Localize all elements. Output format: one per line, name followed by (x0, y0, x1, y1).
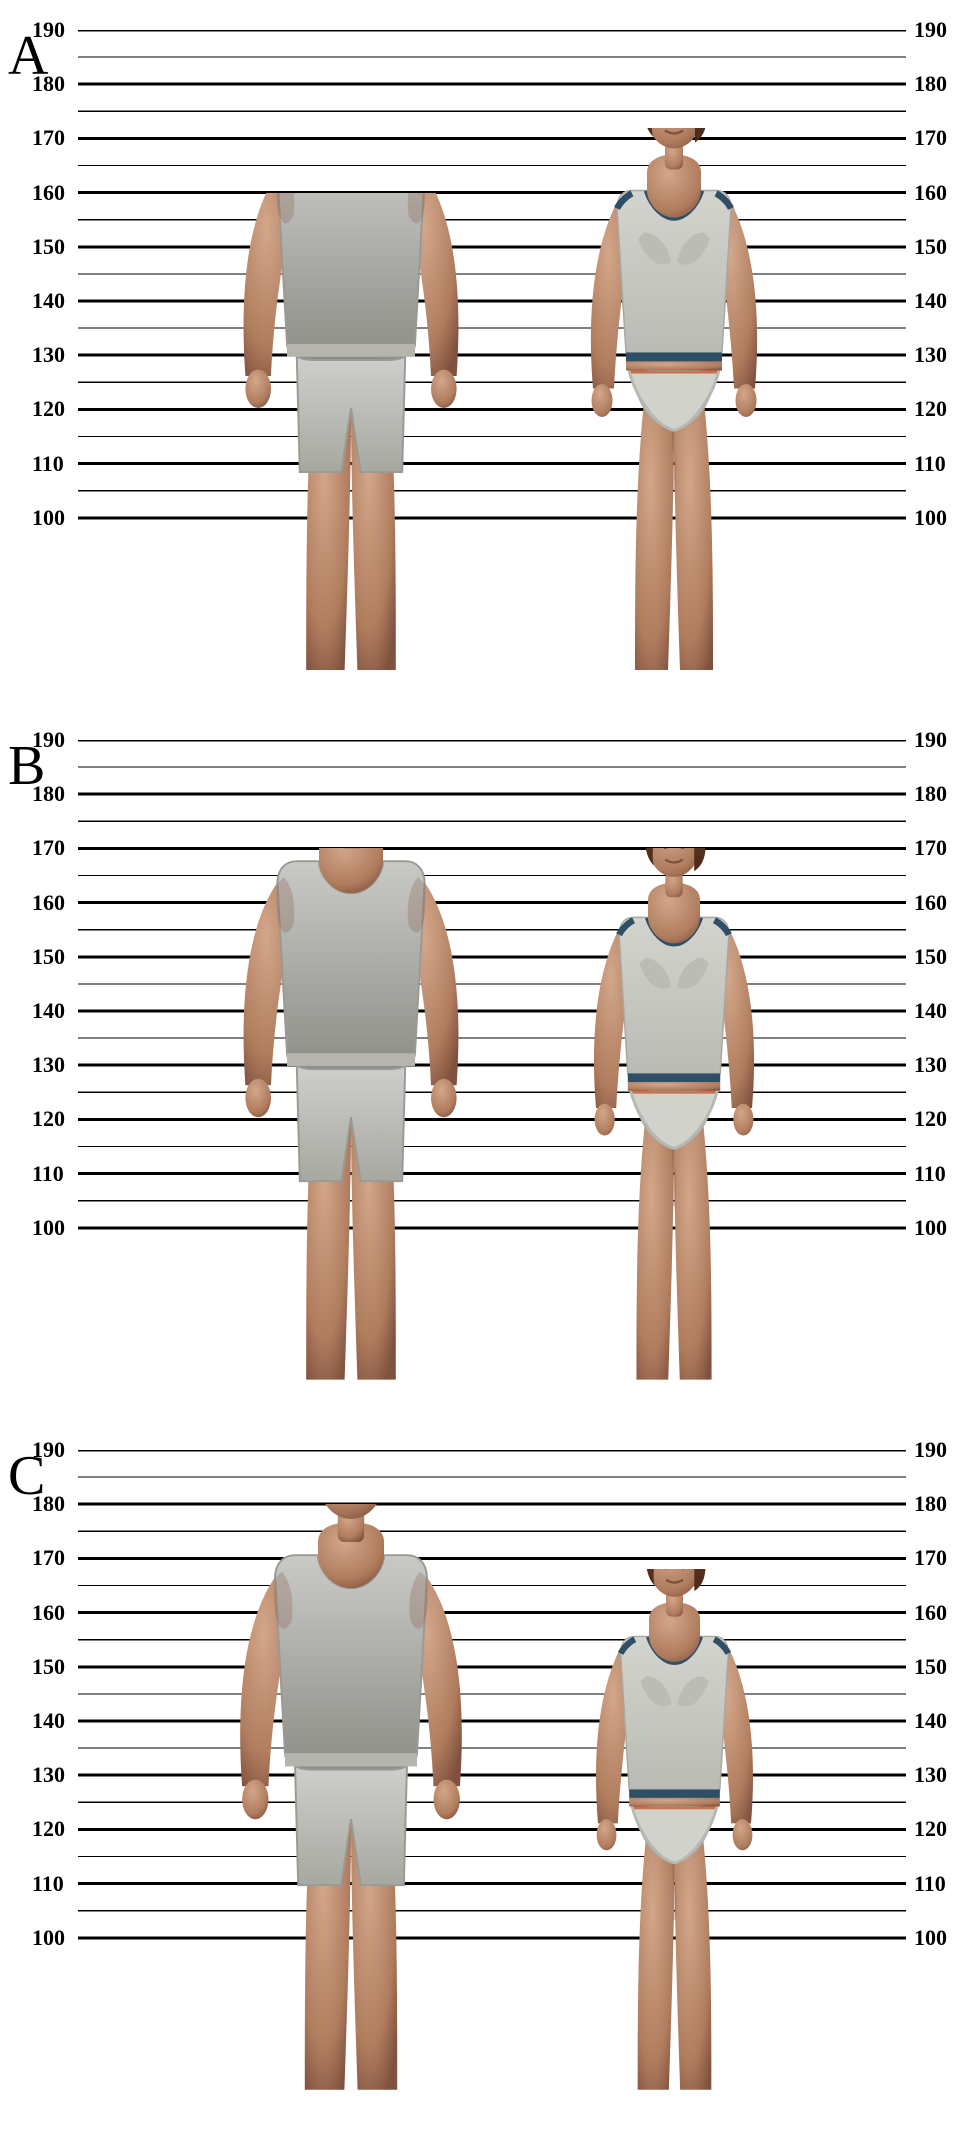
figure-panel: B100100110110120120130130140140150150160… (0, 740, 970, 1380)
axis-tick-right: 120 (914, 1818, 947, 1840)
axis-tick-left: 150 (32, 1656, 65, 1678)
axis-tick-right: 160 (914, 892, 947, 914)
axis-tick-left: 100 (32, 1217, 65, 1239)
figure-panel: A100100110110120120130130140140150150160… (0, 30, 970, 670)
axis-tick-left: 150 (32, 946, 65, 968)
axis-tick-left: 180 (32, 783, 65, 805)
axis-tick-right: 100 (914, 507, 947, 529)
axis-tick-left: 190 (32, 19, 65, 41)
axis-tick-right: 100 (914, 1927, 947, 1949)
axis-tick-right: 180 (914, 783, 947, 805)
axis-tick-left: 190 (32, 729, 65, 751)
axis-tick-right: 150 (914, 1656, 947, 1678)
axis-tick-left: 120 (32, 1818, 65, 1840)
axis-tick-right: 170 (914, 1547, 947, 1569)
axis-tick-right: 120 (914, 398, 947, 420)
axis-tick-right: 160 (914, 182, 947, 204)
axis-tick-right: 100 (914, 1217, 947, 1239)
axis-tick-right: 110 (914, 453, 946, 475)
axis-tick-right: 180 (914, 73, 947, 95)
axis-tick-right: 110 (914, 1163, 946, 1185)
axis-tick-left: 130 (32, 1764, 65, 1786)
axis-tick-right: 190 (914, 729, 947, 751)
axis-tick-right: 130 (914, 1764, 947, 1786)
axis-tick-right: 120 (914, 1108, 947, 1130)
axis-tick-left: 170 (32, 127, 65, 149)
axis-tick-left: 170 (32, 1547, 65, 1569)
axis-tick-right: 180 (914, 1493, 947, 1515)
axis-tick-right: 150 (914, 236, 947, 258)
female-figure (539, 128, 809, 670)
axis-tick-left: 160 (32, 182, 65, 204)
axis-tick-left: 110 (32, 1873, 64, 1895)
male-figure (191, 193, 511, 670)
axis-tick-left: 120 (32, 1108, 65, 1130)
axis-tick-right: 110 (914, 1873, 946, 1895)
axis-tick-right: 190 (914, 19, 947, 41)
axis-tick-left: 110 (32, 1163, 64, 1185)
height-chart: 1001001101101201201301301401401501501601… (78, 1450, 906, 2090)
axis-tick-left: 120 (32, 398, 65, 420)
axis-tick-right: 130 (914, 344, 947, 366)
height-chart: 1001001101101201201301301401401501501601… (78, 30, 906, 670)
axis-tick-left: 140 (32, 1710, 65, 1732)
axis-tick-right: 190 (914, 1439, 947, 1461)
male-figure (191, 848, 511, 1380)
axis-tick-left: 110 (32, 453, 64, 475)
female-figure (544, 848, 804, 1380)
axis-tick-right: 130 (914, 1054, 947, 1076)
axis-tick-left: 160 (32, 892, 65, 914)
axis-tick-left: 140 (32, 290, 65, 312)
height-chart: 1001001101101201201301301401401501501601… (78, 740, 906, 1380)
axis-tick-left: 130 (32, 1054, 65, 1076)
axis-tick-right: 160 (914, 1602, 947, 1624)
axis-tick-left: 160 (32, 1602, 65, 1624)
female-figure (547, 1569, 802, 2090)
axis-tick-left: 100 (32, 507, 65, 529)
axis-tick-right: 140 (914, 290, 947, 312)
figure-panel: C100100110110120120130130140140150150160… (0, 1450, 970, 2090)
axis-tick-left: 100 (32, 1927, 65, 1949)
axis-tick-right: 170 (914, 837, 947, 859)
axis-tick-left: 130 (32, 344, 65, 366)
axis-tick-right: 170 (914, 127, 947, 149)
axis-tick-left: 170 (32, 837, 65, 859)
axis-tick-left: 190 (32, 1439, 65, 1461)
axis-tick-left: 150 (32, 236, 65, 258)
axis-tick-left: 180 (32, 1493, 65, 1515)
axis-tick-left: 140 (32, 1000, 65, 1022)
axis-tick-left: 180 (32, 73, 65, 95)
male-figure (186, 1504, 516, 2090)
axis-tick-right: 140 (914, 1000, 947, 1022)
axis-tick-right: 150 (914, 946, 947, 968)
axis-tick-right: 140 (914, 1710, 947, 1732)
